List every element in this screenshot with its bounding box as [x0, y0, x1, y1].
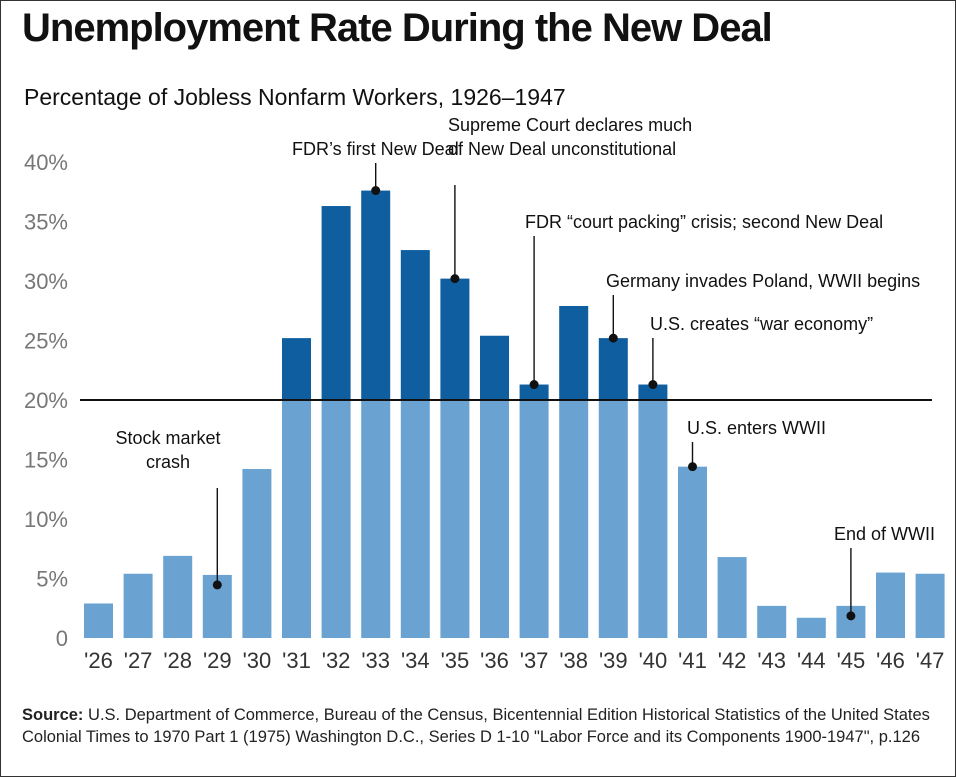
annotation-dot-39: [608, 333, 618, 343]
annotation-dot-40: [648, 380, 658, 390]
bar-37-lower: [519, 400, 549, 638]
x-tick-label: '39: [599, 648, 628, 673]
y-tick-label: 20%: [24, 388, 68, 413]
x-tick-label: '32: [322, 648, 351, 673]
y-tick-label: 15%: [24, 448, 68, 473]
y-tick-label: 35%: [24, 210, 68, 235]
chart-subtitle: Percentage of Jobless Nonfarm Workers, 1…: [24, 84, 566, 110]
x-tick-label: '45: [837, 648, 866, 673]
bar-42-lower: [717, 557, 747, 638]
y-tick-label: 5%: [36, 567, 68, 592]
x-tick-label: '30: [243, 648, 272, 673]
annotation-dot-45: [846, 611, 856, 621]
bar-35-upper: [440, 278, 470, 400]
bar-43-lower: [757, 605, 787, 638]
x-tick-label: '42: [718, 648, 747, 673]
bar-40-lower: [638, 400, 668, 638]
annotation-dot-37: [529, 380, 539, 390]
bar-chart: 0 5% 10% 15% 20% 25% 30% 35% 40% '26 '27 '28 '29 '30 '…: [24, 115, 945, 673]
bar-27-lower: [123, 573, 153, 638]
x-tick-label: '40: [639, 648, 668, 673]
annotation-label-40: U.S. creates “war economy”: [650, 314, 873, 334]
bar-40-upper: [638, 384, 668, 400]
annotation-label-29: Stock market: [115, 428, 220, 448]
annotation-label-41: U.S. enters WWII: [687, 418, 826, 438]
y-tick-label: 10%: [24, 507, 68, 532]
bar-28-lower: [163, 555, 193, 638]
bar-35-lower: [440, 400, 470, 638]
x-tick-label: '44: [797, 648, 826, 673]
bar-38-lower: [559, 400, 589, 638]
y-tick-label: 0: [56, 626, 68, 651]
bar-33-lower: [361, 400, 391, 638]
y-tick-label: 30%: [24, 269, 68, 294]
bar-39-lower: [598, 400, 628, 638]
bar-36-upper: [480, 335, 509, 400]
bar-44-lower: [796, 617, 826, 638]
annotation-label-35: of New Deal unconstitutional: [448, 139, 676, 159]
bar-41-lower: [678, 466, 707, 638]
source-label: Source:: [22, 706, 84, 724]
y-tick-label: 25%: [24, 329, 68, 354]
x-tick-label: '26: [84, 648, 113, 673]
annotation-dot-29: [212, 580, 222, 590]
bar-47-lower: [915, 573, 945, 638]
x-tick-label: '28: [163, 648, 192, 673]
x-tick-label: '43: [757, 648, 786, 673]
bar-30-lower: [242, 469, 272, 638]
bar-38-upper: [559, 305, 589, 400]
x-tick-label: '36: [480, 648, 509, 673]
bar-32-lower: [321, 400, 351, 638]
annotation-label-35: Supreme Court declares much: [448, 115, 692, 135]
source-note: Source: U.S. Department of Commerce, Bur…: [22, 704, 942, 748]
bar-34-upper: [400, 250, 430, 400]
annotation-dot-35: [450, 274, 460, 284]
x-tick-label: '37: [520, 648, 549, 673]
bar-39-upper: [598, 338, 628, 400]
annotation-label-37: FDR “court packing” crisis; second New D…: [525, 212, 883, 232]
chart-title: Unemployment Rate During the New Deal: [22, 6, 773, 50]
bar-31-upper: [282, 338, 311, 400]
x-tick-label: '29: [203, 648, 232, 673]
annotation-label-45: End of WWII: [834, 524, 935, 544]
annotation-label-39: Germany invades Poland, WWII begins: [606, 271, 920, 291]
bar-37-upper: [519, 384, 549, 400]
annotation-dot-33: [371, 186, 381, 196]
x-tick-label: '35: [441, 648, 470, 673]
bar-31-lower: [282, 400, 311, 638]
bar-34-lower: [400, 400, 430, 638]
x-tick-label: '46: [876, 648, 905, 673]
bar-36-lower: [480, 400, 509, 638]
bar-26-lower: [84, 603, 113, 638]
x-tick-label: '34: [401, 648, 430, 673]
annotation-label-29: crash: [146, 452, 190, 472]
bar-33-upper: [361, 190, 391, 400]
y-tick-label: 40%: [24, 150, 68, 175]
bar-32-upper: [321, 206, 351, 400]
x-tick-label: '31: [282, 648, 311, 673]
annotation-label-33: FDR’s first New Deal: [292, 139, 459, 159]
x-tick-label: '33: [361, 648, 390, 673]
x-tick-label: '41: [678, 648, 707, 673]
source-text: U.S. Department of Commerce, Bureau of t…: [22, 706, 930, 746]
x-tick-label: '27: [124, 648, 153, 673]
bar-46-lower: [876, 572, 905, 638]
annotation-dot-41: [688, 462, 697, 472]
x-tick-label: '47: [916, 648, 945, 673]
x-tick-label: '38: [559, 648, 588, 673]
